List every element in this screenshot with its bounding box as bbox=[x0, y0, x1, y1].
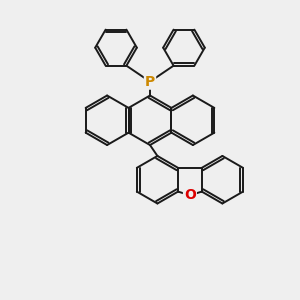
Text: P: P bbox=[145, 75, 155, 88]
Text: O: O bbox=[184, 188, 196, 202]
